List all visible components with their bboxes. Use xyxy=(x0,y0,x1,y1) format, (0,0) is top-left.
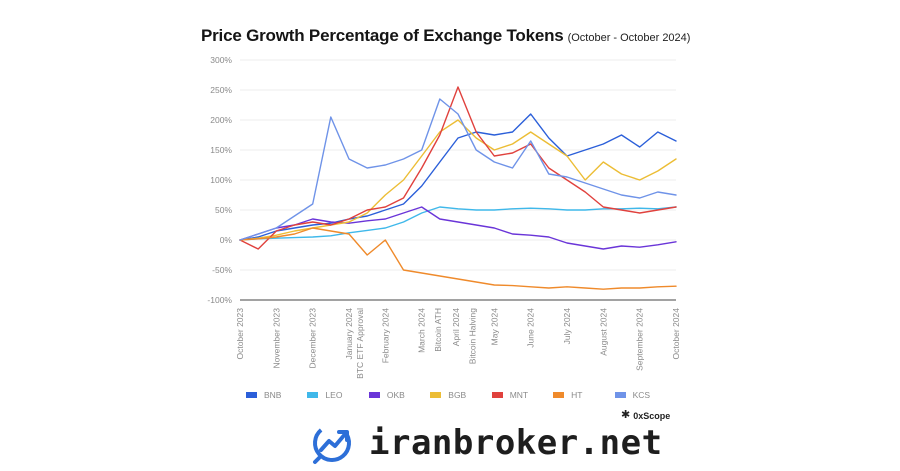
legend-label: BGB xyxy=(448,390,467,400)
legend-item-okb: OKB xyxy=(368,390,405,400)
x-tick-label: November 2023 xyxy=(271,308,281,369)
x-tick-label: July 2024 xyxy=(562,308,572,345)
legend-label: LEO xyxy=(325,390,343,400)
legend-label: OKB xyxy=(386,390,405,400)
chart-legend: BNB LEO OKB BGB MNT HT KCS xyxy=(246,390,676,404)
legend-label: HT xyxy=(571,390,583,400)
y-axis-ticks: -100% -50% 0% 50% 100% 150% 200% 250% 300% xyxy=(207,55,232,305)
x-axis-ticks: October 2023 November 2023 December 2023 Ja… xyxy=(235,308,681,379)
legend-item-leo: LEO xyxy=(307,390,342,400)
x-tick-label: Bitcoin ATH xyxy=(433,308,443,352)
brand-name: 0xScope xyxy=(633,410,671,421)
series-line-bnb xyxy=(239,113,677,241)
series-line-ht xyxy=(239,227,677,290)
legend-swatch xyxy=(368,392,380,398)
legend-label: KCS xyxy=(632,390,651,400)
brand-badge: ✱ 0xScope xyxy=(621,410,670,421)
x-tick-label: September 2024 xyxy=(635,308,645,371)
x-tick-label: March 2024 xyxy=(417,308,427,353)
legend-swatch xyxy=(246,392,257,398)
series-line-leo xyxy=(239,206,677,241)
series-line-mnt xyxy=(239,86,677,250)
series-lines xyxy=(239,86,677,290)
x-tick-label: December 2023 xyxy=(308,308,318,369)
x-tick-label: February 2024 xyxy=(380,308,390,364)
x-tick-label: April 2024 xyxy=(451,308,461,347)
legend-item-mnt: MNT xyxy=(491,390,529,400)
growth-chart-logo-icon xyxy=(313,424,351,464)
gridlines xyxy=(240,59,676,301)
legend-item-bgb: BGB xyxy=(430,390,466,400)
x-tick-label: October 2024 xyxy=(671,308,681,360)
y-tick-label: 200% xyxy=(210,115,232,125)
x-tick-label: October 2023 xyxy=(235,308,245,360)
legend-swatch xyxy=(307,392,319,398)
x-tick-label: May 2024 xyxy=(489,308,499,346)
footer-watermark: iranbroker.net xyxy=(311,420,663,466)
footer-site-name: iranbroker.net xyxy=(369,423,663,463)
x-tick-label: January 2024 xyxy=(344,308,354,360)
y-tick-label: 150% xyxy=(210,145,232,155)
chart-title: Price Growth Percentage of Exchange Toke… xyxy=(201,26,564,45)
chart-subtitle: (October - October 2024) xyxy=(567,32,691,44)
y-tick-label: 250% xyxy=(210,85,232,95)
legend-swatch xyxy=(614,392,626,398)
legend-swatch xyxy=(553,392,565,398)
legend-label: BNB xyxy=(264,390,282,400)
legend-swatch xyxy=(430,392,442,398)
legend-item-kcs: KCS xyxy=(614,390,651,400)
x-tick-label: June 2024 xyxy=(526,308,536,348)
legend-label: MNT xyxy=(509,390,529,400)
x-tick-label: August 2024 xyxy=(598,308,608,356)
0xscope-logo-icon: ✱ xyxy=(621,409,631,421)
legend-item-bnb: BNB xyxy=(246,390,281,400)
legend-swatch xyxy=(491,392,503,398)
legend-item-ht: HT xyxy=(553,390,582,400)
x-tick-label: Bitcoin Halving xyxy=(468,308,478,364)
x-tick-label: BTC ETF Approval xyxy=(355,308,365,379)
y-tick-label: 50% xyxy=(215,205,232,215)
y-tick-label: -50% xyxy=(212,265,232,275)
series-line-kcs xyxy=(239,98,677,241)
series-line-okb xyxy=(239,206,677,250)
y-tick-label: -100% xyxy=(207,295,232,305)
y-tick-label: 300% xyxy=(210,55,232,65)
chart-title-block: Price Growth Percentage of Exchange Toke… xyxy=(201,26,690,46)
y-tick-label: 100% xyxy=(210,175,232,185)
y-tick-label: 0% xyxy=(220,235,233,245)
